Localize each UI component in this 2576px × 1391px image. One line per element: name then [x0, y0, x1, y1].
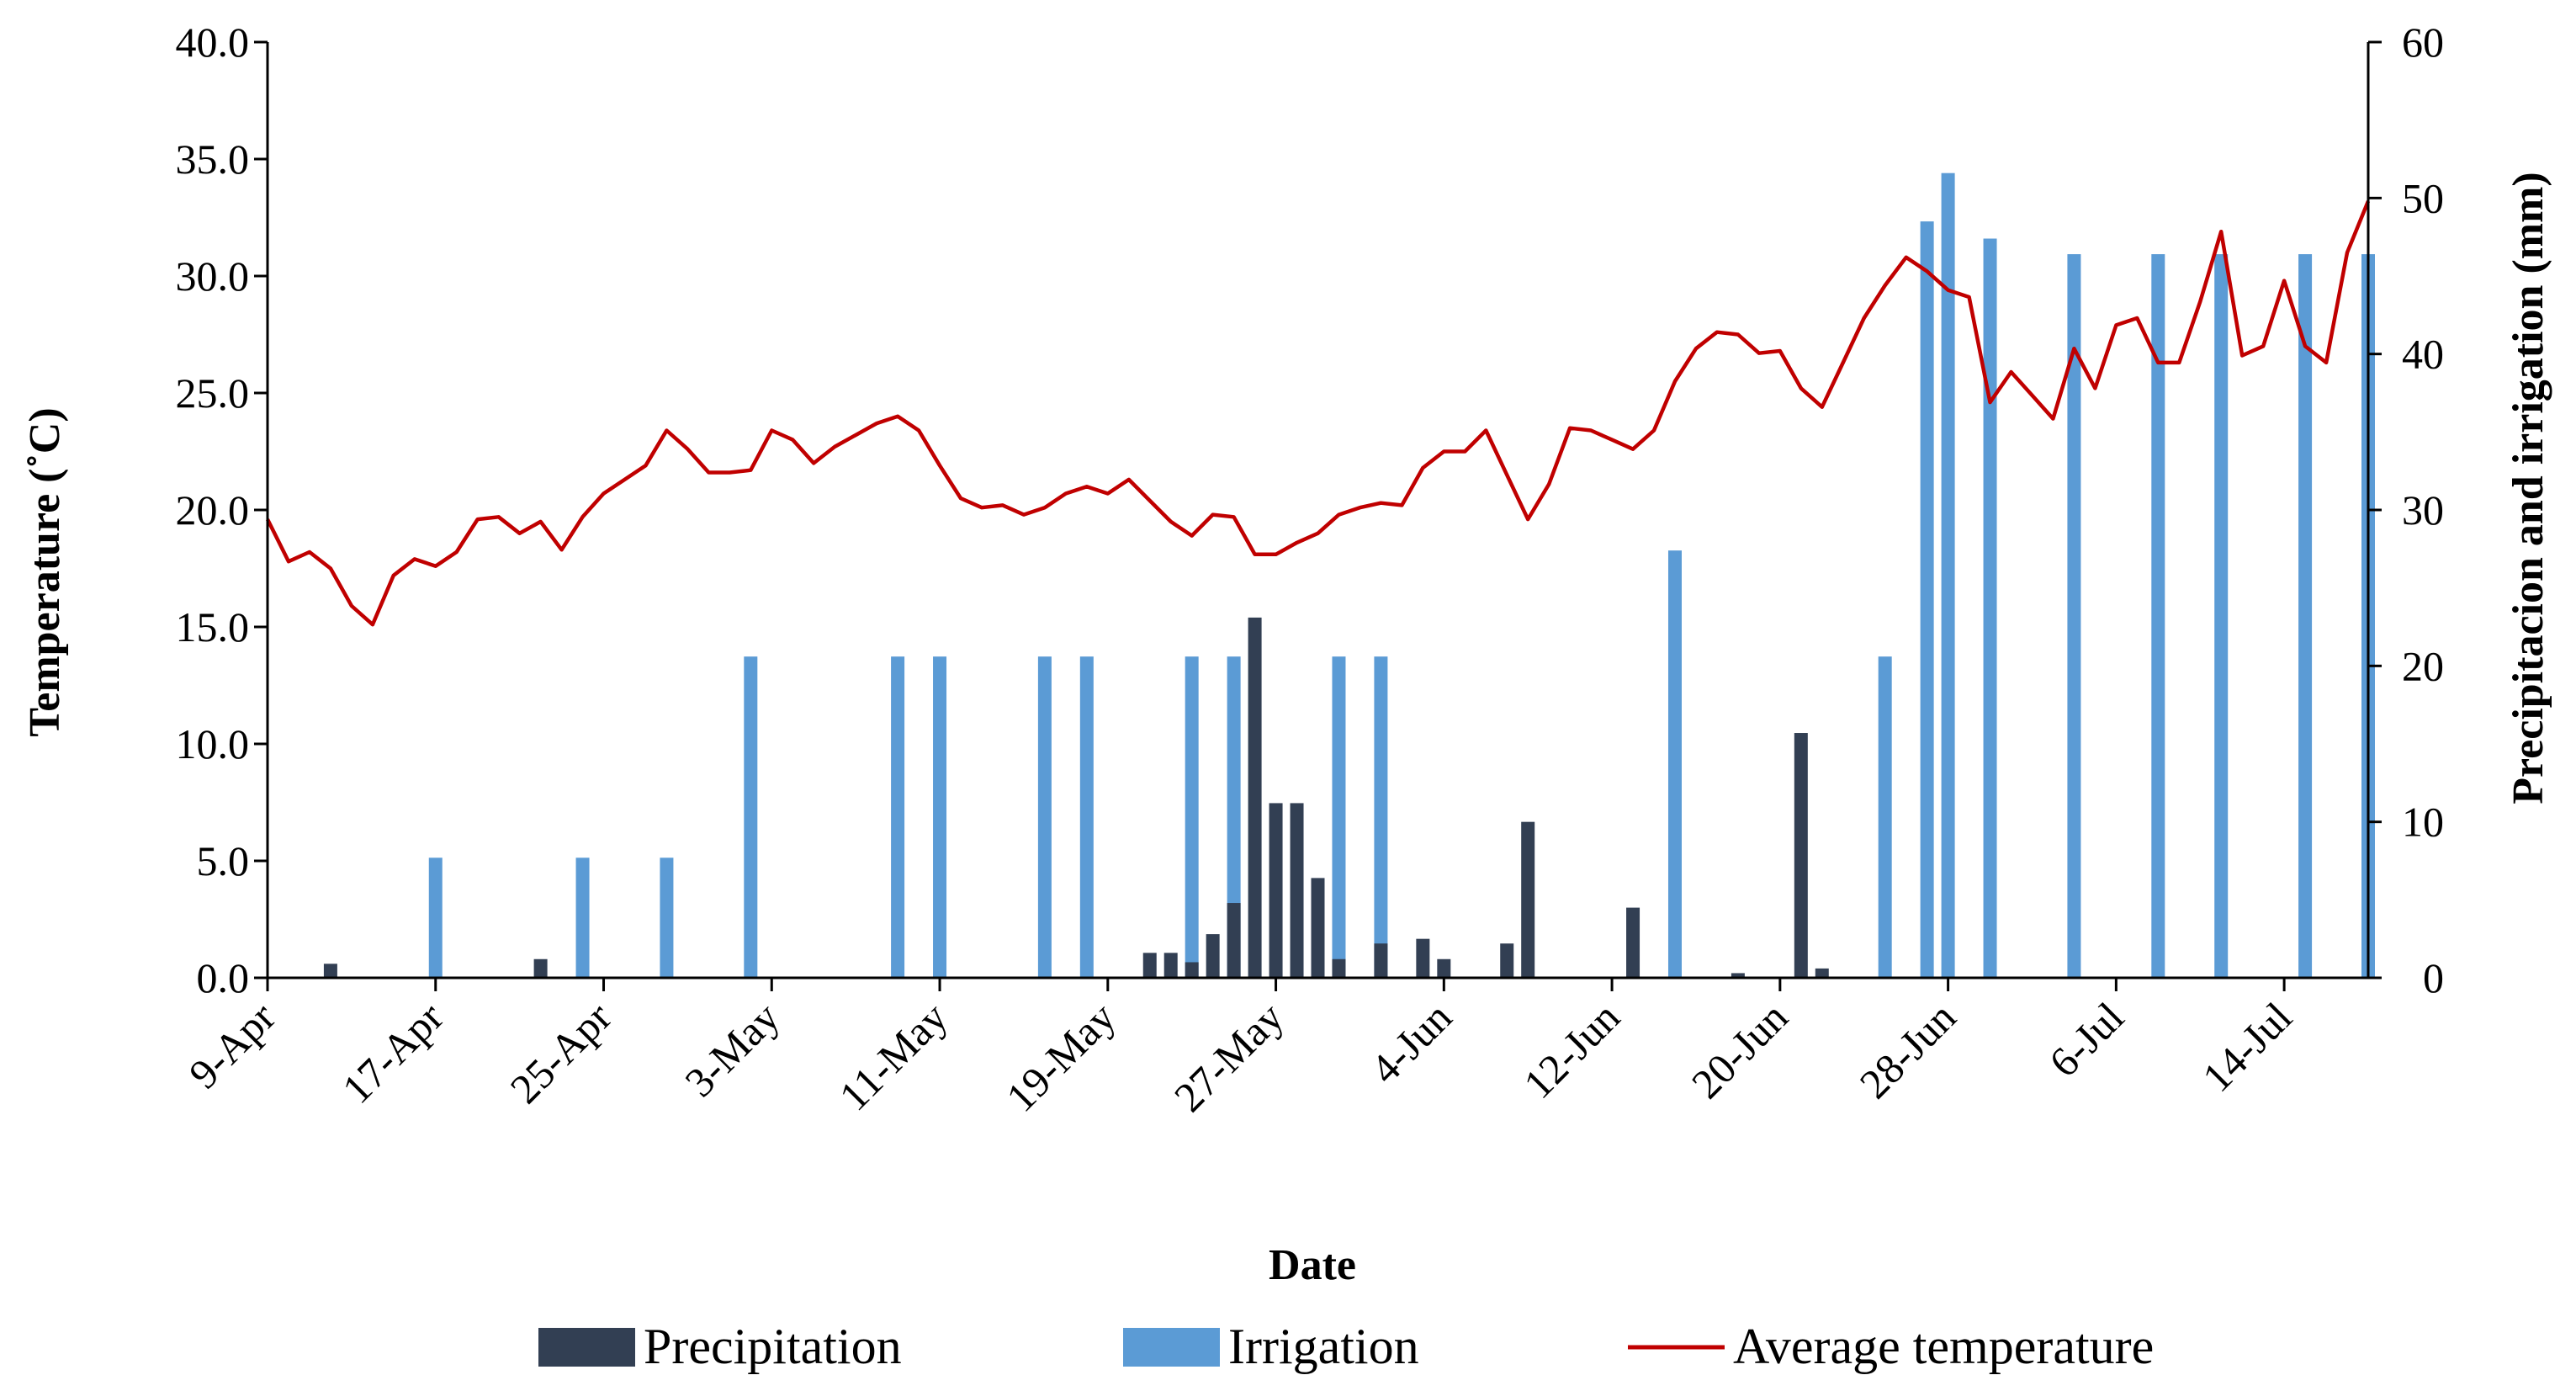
precipitation-bar: [1500, 943, 1514, 978]
irrigation-bar: [1374, 656, 1388, 978]
precipitation-bar: [1815, 968, 1829, 978]
irrigation-bars: [428, 173, 2375, 979]
irrigation-bar: [2298, 254, 2313, 978]
x-tick-label: 3-May: [676, 993, 788, 1106]
right-tick-label: 10: [2402, 799, 2444, 846]
x-tick-label: 25-Apr: [501, 993, 621, 1112]
x-tick-label: 9-Apr: [180, 993, 284, 1097]
irrigation-bar: [1667, 550, 1682, 978]
left-axis-ticks: 0.0 5.0 10.0 15.0 20.0 25.0 30.0 35.0 40.0: [176, 19, 268, 1001]
left-tick-label: 30.0: [176, 252, 250, 300]
left-axis-title: Temperature (˚C): [21, 407, 69, 736]
legend-swatch-precipitation: [538, 1328, 635, 1367]
precipitation-bar: [1626, 907, 1640, 978]
right-tick-label: 40: [2402, 331, 2444, 378]
legend: Precipitation Irrigation Average tempera…: [538, 1319, 2154, 1374]
precipitation-bar: [1794, 733, 1808, 978]
legend-swatch-irrigation: [1123, 1328, 1220, 1367]
precipitation-bar: [1248, 617, 1262, 978]
precipitation-bar: [1311, 878, 1325, 978]
x-tick-label: 20-Jun: [1683, 993, 1797, 1107]
precipitation-bar: [1437, 958, 1451, 978]
precipitation-bar: [1142, 953, 1157, 978]
irrigation-bar: [1941, 173, 1955, 978]
x-axis-title: Date: [1269, 1241, 1356, 1289]
precipitation-bar: [1374, 943, 1388, 978]
left-tick-label: 35.0: [176, 135, 250, 183]
left-tick-label: 5.0: [197, 837, 250, 884]
left-tick-label: 10.0: [176, 720, 250, 767]
left-tick-label: 0.0: [197, 954, 250, 1001]
precipitation-bar: [1290, 803, 1304, 978]
left-tick-label: 15.0: [176, 603, 250, 650]
precipitation-bar: [1227, 903, 1241, 978]
irrigation-bar: [1185, 656, 1199, 978]
x-tick-label: 4-Jun: [1361, 993, 1460, 1092]
precipitation-bar: [1206, 934, 1220, 978]
right-tick-label: 50: [2402, 174, 2444, 221]
x-tick-label: 17-Apr: [333, 993, 453, 1112]
precipitation-bar: [1185, 962, 1199, 978]
irrigation-bar: [2151, 254, 2165, 978]
irrigation-bar: [575, 857, 590, 978]
irrigation-bar: [1920, 221, 1934, 979]
irrigation-bar: [1037, 656, 1052, 978]
x-tick-label: 11-May: [830, 993, 957, 1119]
x-tick-label: 14-Jul: [2193, 993, 2301, 1101]
precipitation-bars: [323, 617, 1829, 978]
irrigation-bar: [660, 857, 674, 978]
irrigation-bar: [1227, 656, 1241, 978]
left-tick-label: 40.0: [176, 19, 250, 66]
irrigation-bar: [1983, 238, 1997, 978]
temperature-line-group: [265, 200, 2371, 627]
precipitation-bar: [1163, 953, 1178, 978]
right-tick-label: 20: [2402, 642, 2444, 689]
x-tick-label: 28-Jun: [1851, 993, 1965, 1107]
x-tick-label: 19-May: [997, 993, 1125, 1121]
legend-label-average-temperature: Average temperature: [1733, 1319, 2154, 1374]
right-tick-label: 60: [2402, 19, 2444, 66]
right-tick-label: 30: [2402, 486, 2444, 534]
legend-label-precipitation: Precipitation: [644, 1319, 902, 1374]
irrigation-bar: [428, 857, 443, 978]
irrigation-bar: [1878, 656, 1892, 978]
irrigation-bar: [933, 656, 947, 978]
x-tick-label: 6-Jul: [2040, 993, 2133, 1086]
x-tick-label: 27-May: [1165, 993, 1293, 1121]
irrigation-bar: [891, 656, 905, 978]
left-tick-label: 25.0: [176, 369, 250, 417]
average-temperature-line: [265, 200, 2371, 627]
precipitation-bar: [323, 964, 337, 978]
precipitation-bar: [1416, 938, 1430, 978]
left-tick-label: 20.0: [176, 486, 250, 534]
right-tick-label: 0: [2423, 954, 2444, 1001]
precipitation-bar: [533, 958, 548, 978]
axes: [266, 42, 2370, 980]
precipitation-bar: [1731, 973, 1745, 978]
right-axis-title: Precipitacion and irrigation (mm): [2504, 172, 2552, 804]
irrigation-bar: [2214, 254, 2229, 978]
legend-label-irrigation: Irrigation: [1228, 1319, 1419, 1374]
x-tick-label: 12-Jun: [1514, 993, 1629, 1107]
right-axis-ticks: 0 10 20 30 40 50 60: [2368, 19, 2444, 1001]
x-axis-ticks: 9-Apr 17-Apr 25-Apr 3-May 11-May 19-May 27-May…: [180, 978, 2301, 1121]
irrigation-bar: [744, 656, 758, 978]
irrigation-bar: [1079, 656, 1094, 978]
precipitation-bar: [1332, 958, 1346, 978]
precipitation-bar: [1521, 821, 1535, 978]
irrigation-bar: [1332, 656, 1346, 978]
irrigation-bar: [2067, 254, 2081, 978]
precipitation-bar: [1269, 803, 1283, 978]
